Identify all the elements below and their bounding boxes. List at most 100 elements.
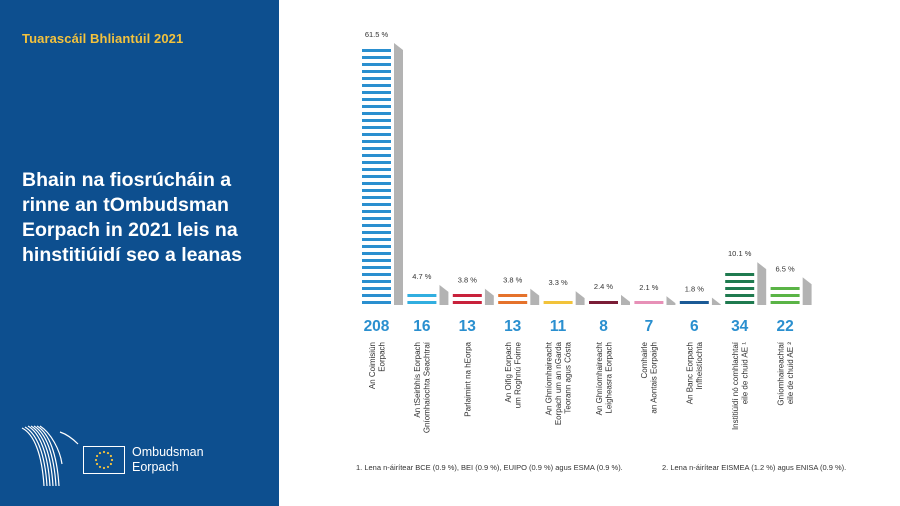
- value-label: 13: [459, 318, 477, 335]
- bar-stripe: [770, 294, 800, 297]
- bar-shadow: [439, 284, 449, 305]
- bar-stripe: [770, 301, 800, 304]
- flag-star: [102, 466, 106, 470]
- bar-stripe: [362, 294, 391, 297]
- bar-stripe: [362, 210, 391, 213]
- category-label-line: Teorann agus Cósta: [564, 341, 573, 413]
- category-label-line: Infheistíochta: [695, 341, 704, 389]
- bar-shadow: [757, 262, 767, 305]
- flag-star: [98, 451, 102, 455]
- bar-stripe: [725, 287, 755, 290]
- bar-stripe: [362, 119, 391, 122]
- category-label: Gníomhaireachtaíeile de chuid AE ²: [776, 341, 795, 405]
- flag-star: [98, 465, 102, 469]
- flag-star: [109, 462, 113, 466]
- bar-stripe: [362, 231, 391, 234]
- bar-stripe: [362, 301, 391, 304]
- percent-label: 4.7 %: [412, 272, 432, 281]
- bar: [631, 296, 667, 305]
- bar-stripe: [725, 280, 755, 283]
- bar-stripe: [407, 301, 437, 304]
- bar-stripe: [362, 63, 391, 66]
- bar-stripe: [362, 112, 391, 115]
- category-label-line: Gníomhaíochta Seachtraí: [423, 341, 432, 433]
- percent-label: 3.8 %: [503, 276, 523, 285]
- category-label: An Banc EorpachInfheistíochta: [686, 341, 705, 404]
- category-label: An GhníomhaireachtEorpach um an nGardaTe…: [545, 341, 573, 425]
- value-label: 7: [645, 318, 654, 335]
- category-label: An CoimisiúnEorpach: [368, 342, 387, 389]
- category-label-line: An Ghníomhaireacht: [545, 341, 554, 415]
- bar-stripe: [362, 203, 391, 206]
- flag-star: [109, 454, 113, 458]
- flag-star: [106, 465, 110, 469]
- category-label: Institiúidí nó comhlachtaíeile de chuid …: [731, 341, 750, 430]
- bar-stripe: [362, 287, 391, 290]
- headline: Bhain na fiosrúcháin a rinne an tOmbudsm…: [22, 169, 242, 266]
- flag-star: [106, 451, 110, 455]
- value-label: 13: [504, 318, 522, 335]
- bar-stripe: [634, 301, 664, 304]
- percent-label: 3.8 %: [458, 276, 478, 285]
- value-label: 16: [413, 318, 431, 335]
- bar-stripe: [362, 280, 391, 283]
- category-label-line: An Coimisiún: [368, 342, 377, 389]
- bar-stripe: [362, 168, 391, 171]
- bar-shadow: [621, 294, 630, 305]
- category-label-line: Institiúidí nó comhlachtaí: [731, 341, 740, 430]
- bar-stripe: [362, 224, 391, 227]
- bar-stripe: [452, 301, 482, 304]
- logo-line-2: Eorpach: [132, 460, 179, 474]
- category-label-line: um Roghnú Foirne: [513, 341, 522, 408]
- category-label-line: Gníomhaireachtaí: [776, 341, 785, 405]
- bar-stripe: [362, 133, 391, 136]
- bar-shadow: [484, 288, 494, 305]
- bar-stripe: [362, 140, 391, 143]
- percent-label: 61.5 %: [365, 30, 389, 39]
- chart-area: 61.5 % 208 An CoimisiúnEorpach 4.7 % 16 An tS…: [279, 0, 900, 506]
- bar-stripe: [770, 287, 800, 290]
- category-label-line: An Banc Eorpach: [686, 342, 695, 404]
- value-label: 8: [599, 318, 608, 335]
- bar-stripe: [589, 301, 618, 304]
- bar: [722, 262, 758, 305]
- logo-text: Ombudsman Eorpach: [132, 445, 204, 475]
- eu-flag-icon: [83, 446, 125, 474]
- bar-stripe: [362, 98, 391, 101]
- flag-star: [94, 458, 98, 462]
- bar-stripe: [725, 294, 755, 297]
- bar-stripe: [362, 266, 391, 269]
- bar-stripe: [679, 301, 709, 304]
- category-label-line: an Aontais Eorpaigh: [650, 342, 659, 414]
- logo-line-1: Ombudsman: [132, 445, 204, 459]
- flag-star: [110, 458, 114, 462]
- bar: [767, 277, 803, 305]
- bar-stripe: [498, 294, 528, 297]
- bar-stripe: [362, 91, 391, 94]
- bar-stripe: [725, 301, 755, 304]
- bar-stripe: [362, 182, 391, 185]
- bar-stripe: [362, 154, 391, 157]
- bar-stripe: [362, 273, 391, 276]
- bar-stripe: [362, 84, 391, 87]
- category-label-line: An Oifig Eorpach: [504, 342, 513, 402]
- category-label-line: Parlaimint na hEorpa: [463, 341, 472, 416]
- bar-stripe: [362, 175, 391, 178]
- category-label-line: Comhairle: [640, 341, 649, 378]
- category-label: An Oifig Eorpachum Roghnú Foirne: [504, 341, 523, 408]
- bar-stripe: [362, 196, 391, 199]
- flag-star: [102, 450, 106, 454]
- flag-star: [95, 462, 99, 466]
- bar-stripe: [543, 301, 573, 304]
- category-label: Comhairlean Aontais Eorpaigh: [640, 341, 659, 413]
- value-label: 11: [550, 318, 567, 335]
- percent-label: 2.4 %: [594, 282, 614, 291]
- percent-label: 2.1 %: [639, 283, 659, 292]
- left-panel: Tuarascáil Bhliantúil 2021 Bhain na fios…: [0, 0, 279, 506]
- bar-stripe: [362, 189, 391, 192]
- footnote-2: 2. Lena n-áirítear EISMEA (1.2 %) agus E…: [662, 463, 847, 472]
- bar-chart: 61.5 % 208 An CoimisiúnEorpach 4.7 % 16 An tS…: [359, 30, 812, 433]
- percent-label: 10.1 %: [728, 249, 752, 258]
- category-label: Parlaimint na hEorpa: [463, 341, 472, 416]
- report-label: Tuarascáil Bhliantúil 2021: [22, 31, 184, 46]
